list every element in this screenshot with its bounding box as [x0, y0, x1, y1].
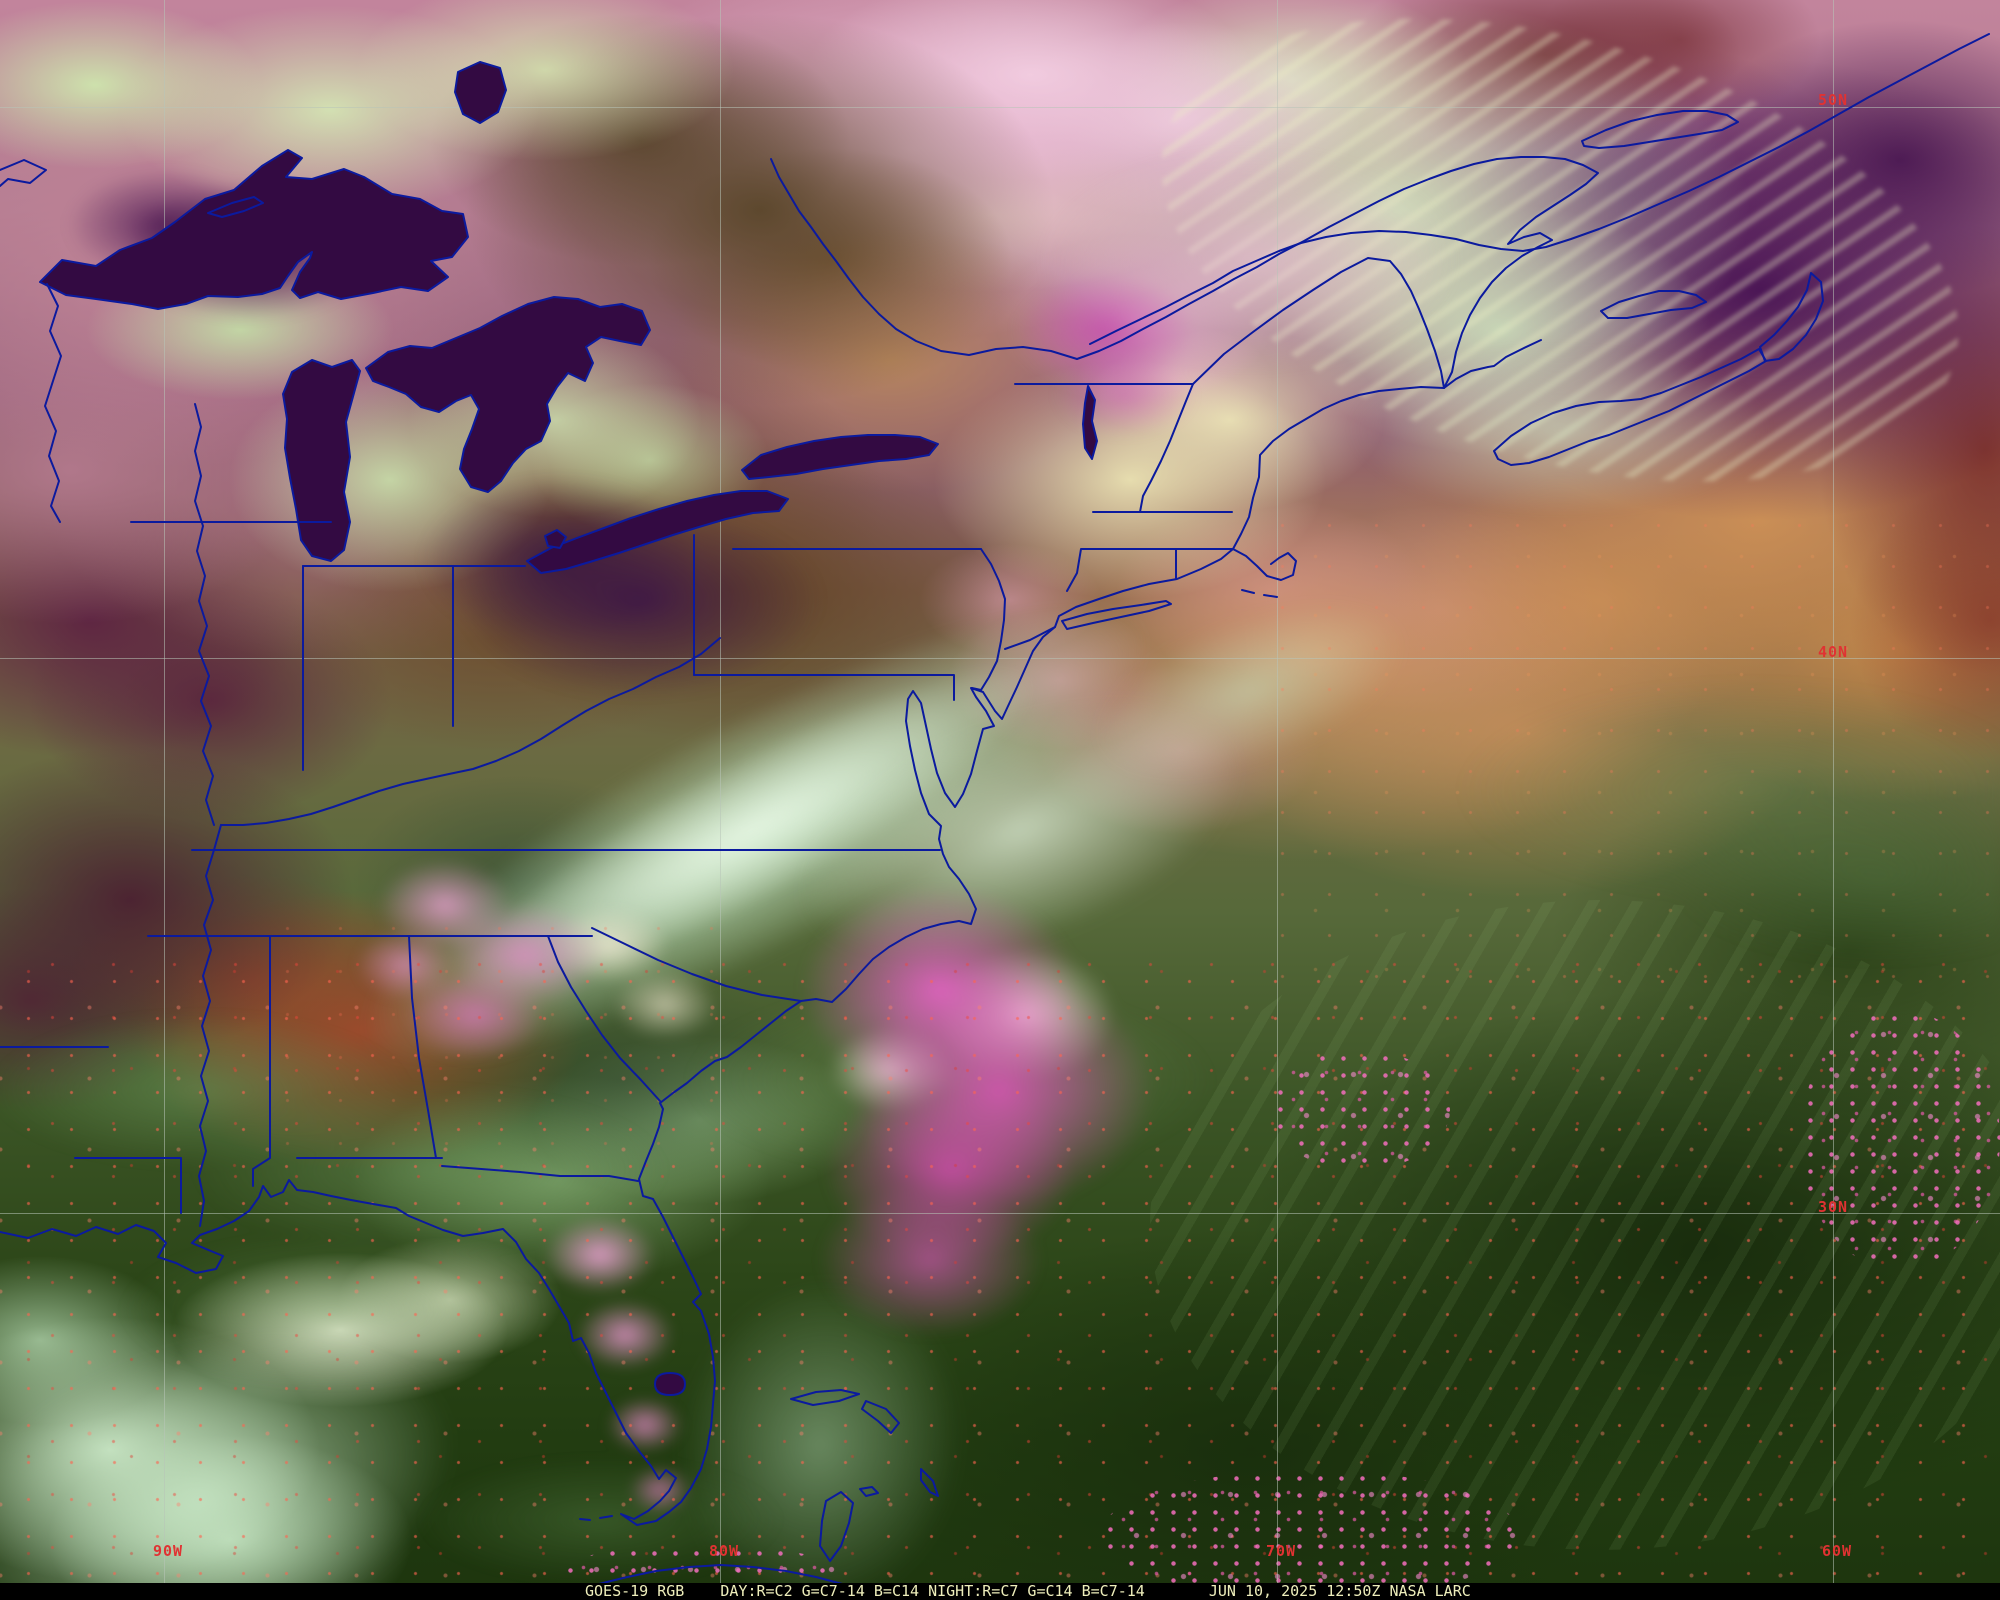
timestamp-credit-label: JUN 10, 2025 12:50Z NASA LARC	[1208, 1582, 1471, 1600]
cape-cod	[1232, 548, 1297, 581]
maine-quebec-border	[1192, 257, 1445, 389]
isle-royale	[207, 196, 264, 218]
new-jersey-new-york-border	[1004, 626, 1056, 650]
rgb-recipe-label: DAY:R=C2 G=C7-14 B=C14 NIGHT:R=C7 G=C14 …	[720, 1582, 1145, 1600]
lake-st-clair	[544, 529, 567, 549]
product-label: GOES-19 RGB	[585, 1582, 685, 1600]
long-island	[1061, 600, 1172, 630]
anticosti-island	[1581, 110, 1739, 149]
great-lakes	[39, 61, 1098, 1396]
alabama-mississippi-border	[252, 935, 271, 1187]
st-lawrence-north-shore	[1089, 33, 1990, 345]
mason-dixon-line	[693, 674, 955, 701]
nova-scotia	[1493, 348, 1767, 466]
lake-superior	[39, 149, 469, 310]
lake-ontario	[741, 434, 939, 480]
mississippi-river-south	[198, 824, 222, 1227]
pink-cumulus-cluster	[1270, 1050, 1450, 1170]
pink-cumulus-cluster	[1100, 1470, 1520, 1600]
coastlines-and-borders	[0, 33, 1990, 1600]
bahamas-islands	[790, 1389, 939, 1562]
cumulus-speckle-texture-east	[1250, 500, 2000, 1000]
lake-champlain	[1082, 385, 1098, 460]
ottawa-river-border	[770, 158, 1078, 360]
wisconsin-west-border	[44, 283, 62, 523]
massachusetts-south-border	[1066, 548, 1233, 592]
border-lakes-northwest	[0, 159, 47, 187]
new-brunswick-gaspe-coast	[1076, 156, 1599, 389]
florida-keys	[579, 1515, 613, 1521]
savannah-river-border	[547, 935, 661, 1102]
mississippi-river-north	[194, 403, 215, 826]
cumulus-speckle-texture	[0, 960, 2000, 1583]
lake-okeechobee	[654, 1372, 686, 1396]
lake-nipigon	[454, 61, 507, 124]
lake-erie	[526, 490, 789, 574]
cape-breton-island	[1759, 272, 1824, 362]
lake-huron	[365, 296, 651, 493]
florida-north-border	[296, 1157, 639, 1182]
mississippi-louisiana-border	[74, 1157, 182, 1214]
gulf-atlantic-coastline	[0, 339, 1542, 1526]
cumulus-speckle-texture-inland	[250, 900, 730, 1150]
north-south-carolina-border	[591, 927, 802, 1002]
alabama-georgia-border	[408, 935, 437, 1159]
prince-edward-island	[1600, 290, 1707, 319]
caption-bar: GOES-19 RGB DAY:R=C2 G=C7-14 B=C14 NIGHT…	[0, 1583, 2000, 1600]
islands-nantucket	[1241, 589, 1278, 598]
delaware-river-border	[971, 548, 1006, 691]
ohio-river	[220, 637, 721, 826]
lake-michigan	[282, 359, 361, 562]
vermont-new-hampshire-border	[1139, 383, 1194, 513]
